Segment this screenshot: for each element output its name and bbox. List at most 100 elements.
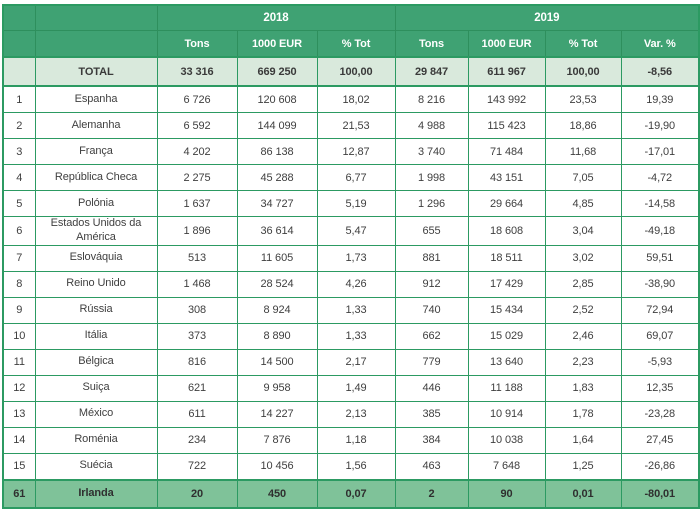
pct-2019-cell: 1,83 <box>544 374 622 402</box>
pct-2019-cell: 2,23 <box>544 348 622 376</box>
eur-2018-cell: 86 138 <box>236 138 318 165</box>
table-row: 10 Itália 373 8 890 1,33 662 15 029 2,46… <box>2 322 700 350</box>
pct-2018-cell: 2,13 <box>316 400 396 428</box>
eur-2018-cell: 144 099 <box>236 112 318 139</box>
year-2019-header: 2019 <box>394 4 700 31</box>
tons-2018-cell: 2 275 <box>156 164 238 191</box>
total-row: TOTAL 33 316 669 250 100,00 29 847 611 9… <box>2 56 700 87</box>
country-cell: Alemanha <box>34 112 158 139</box>
total-eur-2018: 669 250 <box>236 56 318 87</box>
year-2018-header: 2018 <box>156 4 396 31</box>
rank-cell: 61 <box>2 478 36 508</box>
eur-2019-cell: 115 423 <box>467 112 546 139</box>
rank-cell: 12 <box>2 374 36 402</box>
corner-country-cell <box>34 4 158 31</box>
pct-2018-cell: 18,02 <box>316 85 396 113</box>
eur-2018-cell: 36 614 <box>236 216 318 246</box>
eur-2018-cell: 7 876 <box>236 426 318 454</box>
var-pct-cell: -14,58 <box>620 190 700 217</box>
pct-2018-cell: 0,07 <box>316 478 396 508</box>
rank-cell: 4 <box>2 164 36 191</box>
pct-2019-cell: 2,52 <box>544 296 622 324</box>
eur-2018-cell: 450 <box>236 478 318 508</box>
country-column-header <box>34 30 158 58</box>
pct-2018-cell: 1,33 <box>316 296 396 324</box>
pct-2019-cell: 1,64 <box>544 426 622 454</box>
country-cell: Eslováquia <box>34 244 158 272</box>
eur-2018-cell: 9 958 <box>236 374 318 402</box>
table-row: 7 Eslováquia 513 11 605 1,73 881 18 511 … <box>2 244 700 272</box>
country-cell: Espanha <box>34 85 158 113</box>
tons-2019-cell: 4 988 <box>394 112 469 139</box>
table-body: TOTAL 33 316 669 250 100,00 29 847 611 9… <box>2 56 700 508</box>
eur-2018-cell: 14 227 <box>236 400 318 428</box>
table-row: 5 Polónia 1 637 34 727 5,19 1 296 29 664… <box>2 190 700 217</box>
total-pct-2019: 100,00 <box>544 56 622 87</box>
rank-cell: 14 <box>2 426 36 454</box>
var-pct-cell: -49,18 <box>620 216 700 246</box>
rank-column-header <box>2 30 36 58</box>
rank-cell: 5 <box>2 190 36 217</box>
rank-cell: 10 <box>2 322 36 350</box>
eur-2018-cell: 10 456 <box>236 452 318 480</box>
eur-2019-cell: 17 429 <box>467 270 546 298</box>
pct-2018-cell: 1,56 <box>316 452 396 480</box>
eur-2018-cell: 34 727 <box>236 190 318 217</box>
var-pct-cell: -4,72 <box>620 164 700 191</box>
eur-2019-cell: 15 029 <box>467 322 546 350</box>
tons-2018-cell: 816 <box>156 348 238 376</box>
var-pct-cell: -17,01 <box>620 138 700 165</box>
total-pct-2018: 100,00 <box>316 56 396 87</box>
eur-2018-cell: 120 608 <box>236 85 318 113</box>
country-cell: Suiça <box>34 374 158 402</box>
eur-2019-cell: 10 914 <box>467 400 546 428</box>
var-pct-cell: 72,94 <box>620 296 700 324</box>
pct-2018-cell: 5,19 <box>316 190 396 217</box>
pct-2019-cell: 2,85 <box>544 270 622 298</box>
eur-2019-cell: 29 664 <box>467 190 546 217</box>
tons-2019-cell: 2 <box>394 478 469 508</box>
rank-cell: 8 <box>2 270 36 298</box>
table-row: 9 Rússia 308 8 924 1,33 740 15 434 2,52 … <box>2 296 700 324</box>
pct-2018-cell: 6,77 <box>316 164 396 191</box>
country-cell: República Checa <box>34 164 158 191</box>
tons-2019-cell: 655 <box>394 216 469 246</box>
tons-2018-cell: 20 <box>156 478 238 508</box>
rank-cell: 9 <box>2 296 36 324</box>
table-row: 14 Roménia 234 7 876 1,18 384 10 038 1,6… <box>2 426 700 454</box>
total-tons-2018: 33 316 <box>156 56 238 87</box>
var-pct-cell: -38,90 <box>620 270 700 298</box>
pct-2018-cell: 4,26 <box>316 270 396 298</box>
tons-2019-cell: 463 <box>394 452 469 480</box>
total-tons-2019: 29 847 <box>394 56 469 87</box>
tons-2018-cell: 1 637 <box>156 190 238 217</box>
tons-2018-cell: 611 <box>156 400 238 428</box>
table-row: 13 México 611 14 227 2,13 385 10 914 1,7… <box>2 400 700 428</box>
table-row: 6 Estados Unidos da América 1 896 36 614… <box>2 216 700 246</box>
eur-2019-cell: 10 038 <box>467 426 546 454</box>
pct-2019-cell: 0,01 <box>544 478 622 508</box>
pct-2018-cell: 1,49 <box>316 374 396 402</box>
tons-2018-cell: 6 592 <box>156 112 238 139</box>
rank-cell: 6 <box>2 216 36 246</box>
tons-2019-cell: 3 740 <box>394 138 469 165</box>
eur-2018-cell: 11 605 <box>236 244 318 272</box>
tons-2018-cell: 6 726 <box>156 85 238 113</box>
tons-2018-cell: 513 <box>156 244 238 272</box>
tons-2019-cell: 740 <box>394 296 469 324</box>
pct-2019-cell: 7,05 <box>544 164 622 191</box>
tons-2018-cell: 1 468 <box>156 270 238 298</box>
eur-2018-cell: 45 288 <box>236 164 318 191</box>
pct-2019-cell: 3,02 <box>544 244 622 272</box>
col-header-tons-2018: Tons <box>156 30 238 58</box>
eur-2018-cell: 14 500 <box>236 348 318 376</box>
eur-2018-cell: 28 524 <box>236 270 318 298</box>
country-cell: Rússia <box>34 296 158 324</box>
tons-2019-cell: 446 <box>394 374 469 402</box>
eur-2019-cell: 90 <box>467 478 546 508</box>
rank-cell: 2 <box>2 112 36 139</box>
col-header-pct-2019: % Tot <box>544 30 622 58</box>
total-var-pct: -8,56 <box>620 56 700 87</box>
eur-2019-cell: 13 640 <box>467 348 546 376</box>
